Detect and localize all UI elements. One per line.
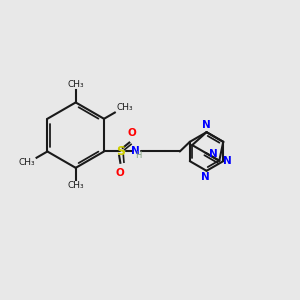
- Text: N: N: [209, 149, 218, 159]
- Text: H: H: [136, 152, 142, 160]
- Text: N: N: [223, 156, 232, 166]
- Text: N: N: [201, 172, 209, 182]
- Text: N: N: [131, 146, 140, 157]
- Text: O: O: [128, 128, 136, 138]
- Text: S: S: [116, 145, 125, 158]
- Text: N: N: [202, 120, 211, 130]
- Text: CH₃: CH₃: [116, 103, 133, 112]
- Text: O: O: [116, 168, 125, 178]
- Text: CH₃: CH₃: [68, 80, 84, 89]
- Text: CH₃: CH₃: [68, 181, 84, 190]
- Text: CH₃: CH₃: [19, 158, 35, 167]
